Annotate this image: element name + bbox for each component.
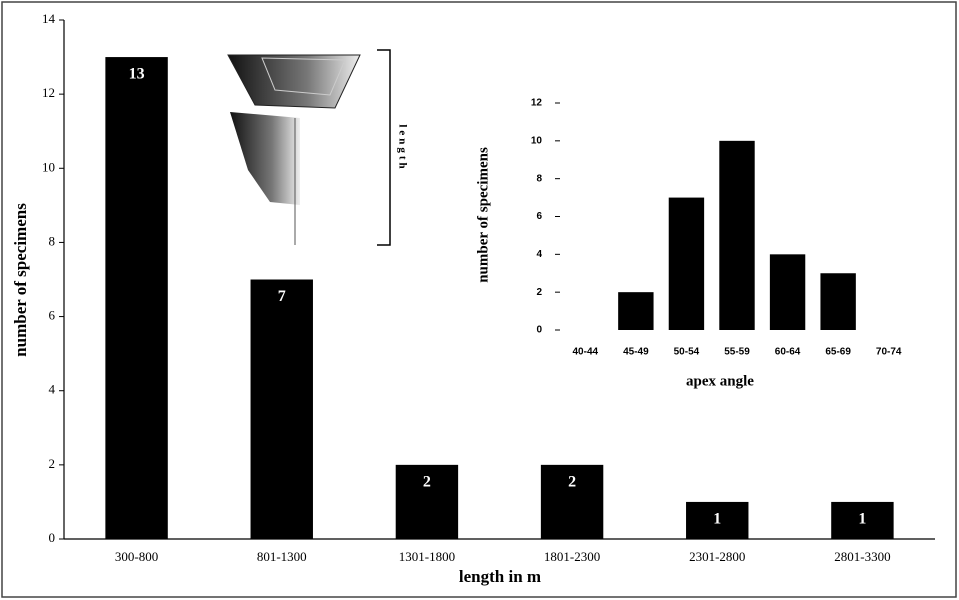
data-label: 13 [129,66,145,83]
y-tick-label: 6 [49,308,56,323]
annotation: length [396,124,408,171]
y-axis-label: number of specimens [475,147,491,283]
x-tick-label: 50-54 [674,347,700,358]
y-tick-label: 8 [536,173,542,184]
bar [719,141,754,330]
chart: length 02468101214300-80013801-130071301… [0,0,959,600]
x-tick-label: 40-44 [572,347,598,358]
x-tick-label: 45-49 [623,347,649,358]
x-tick-label: 2801-3300 [834,549,890,564]
shell-illustration [228,50,390,245]
x-tick-label: 801-1300 [257,549,307,564]
x-tick-label: 300-800 [115,549,158,564]
x-tick-label: 70-74 [876,347,902,358]
data-label: 1 [713,511,721,528]
x-tick-label: 1301-1800 [399,549,455,564]
bar [820,273,855,330]
y-tick-label: 6 [536,211,542,222]
x-axis-label: length in m [459,567,541,586]
bar [618,292,653,330]
y-tick-label: 0 [536,325,542,336]
x-tick-label: 65-69 [825,347,851,358]
data-label: 7 [278,288,286,305]
bar [251,280,313,540]
y-tick-label: 8 [49,233,56,248]
x-axis-label: apex angle [686,373,754,389]
y-axis-label: number of specimens [11,203,30,357]
x-tick-label: 55-59 [724,347,750,358]
y-tick-label: 12 [42,85,55,100]
y-tick-label: 4 [536,249,542,260]
y-tick-label: 2 [49,456,56,471]
data-label: 2 [568,474,576,491]
x-tick-label: 1801-2300 [544,549,600,564]
x-tick-label: 60-64 [775,347,801,358]
y-tick-label: 14 [42,11,56,26]
data-label: 2 [423,474,431,491]
x-tick-label: 2301-2800 [689,549,745,564]
bar [669,198,704,330]
y-tick-label: 10 [42,159,55,174]
y-tick-label: 10 [531,135,543,146]
y-tick-label: 4 [49,382,56,397]
y-tick-label: 12 [531,98,543,109]
y-tick-label: 2 [536,287,542,298]
data-label: 1 [858,511,866,528]
bar [770,254,805,330]
y-tick-label: 0 [49,530,56,545]
bar [105,57,167,539]
